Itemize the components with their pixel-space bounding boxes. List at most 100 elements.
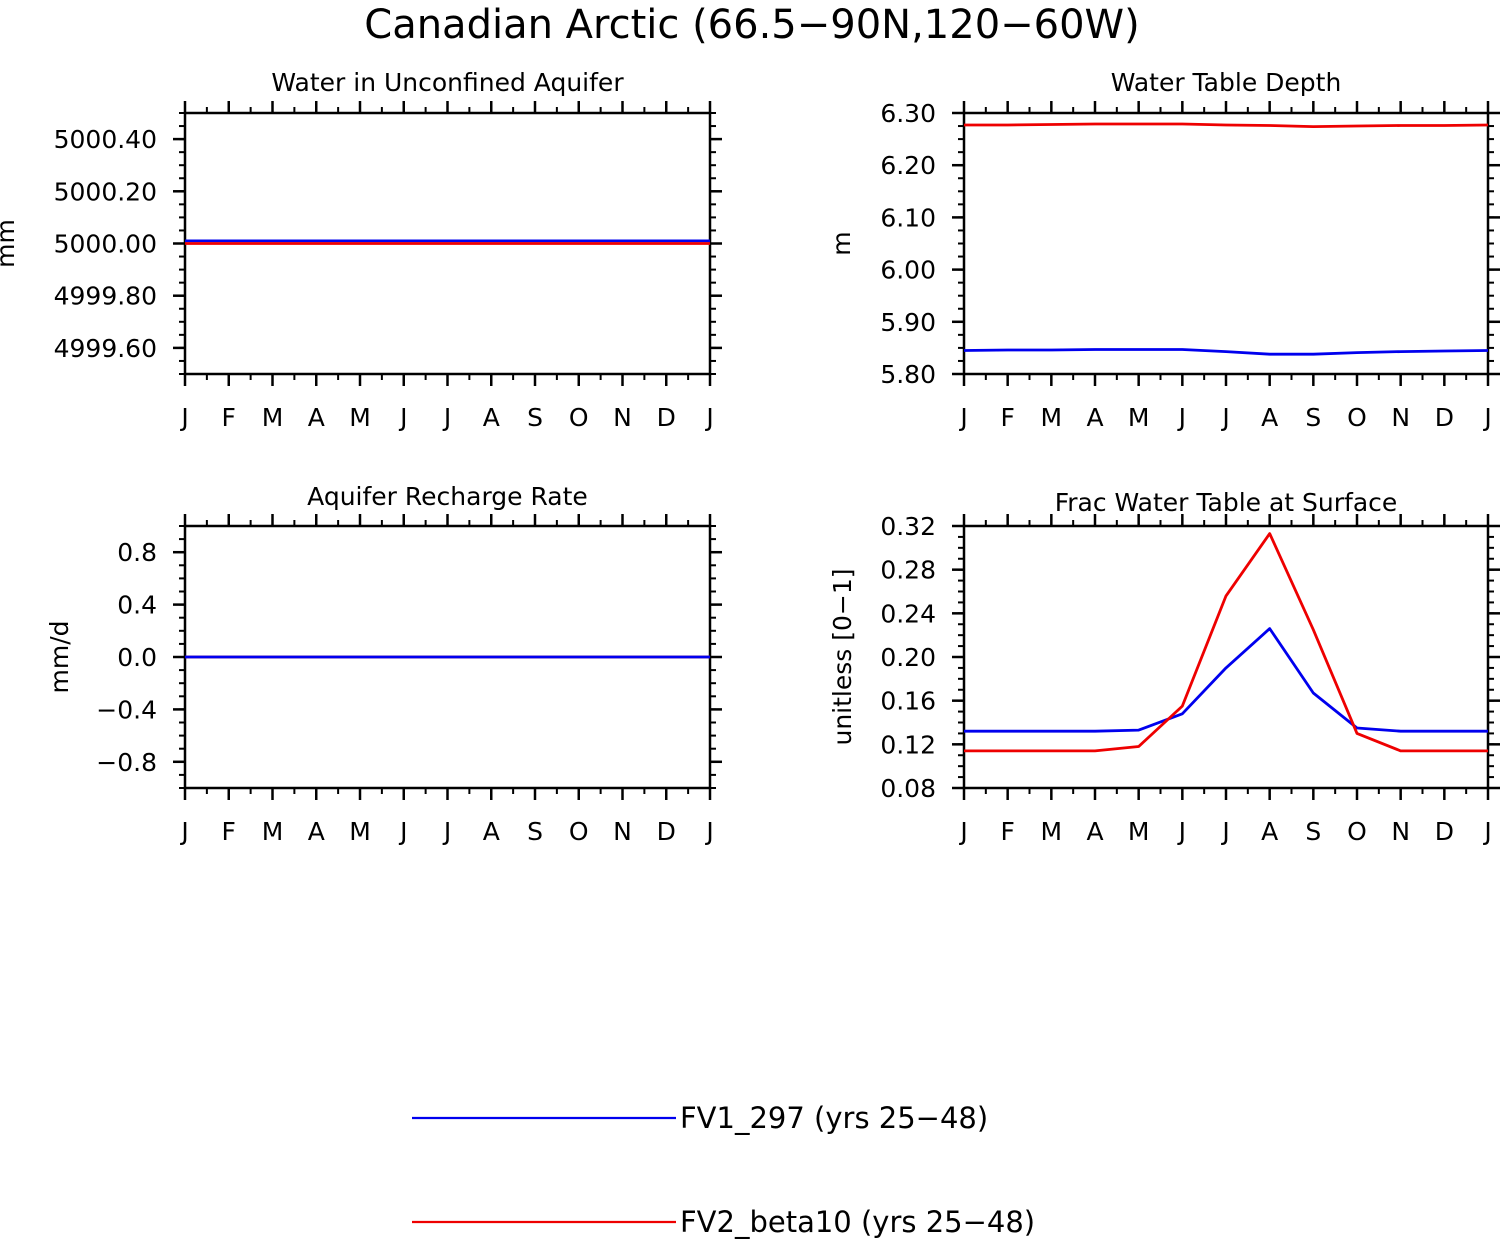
x-tick-label: S xyxy=(1305,403,1321,432)
legend: FV1_297 (yrs 25−48) FV2_beta10 (yrs 25−48… xyxy=(412,1101,1035,1239)
y-tick-label: 0.32 xyxy=(880,512,936,541)
y-tick-label: 0.0 xyxy=(117,643,157,672)
x-tick-label: S xyxy=(527,817,543,846)
x-tick-label: J xyxy=(704,403,713,432)
x-tick-label: J xyxy=(704,817,713,846)
x-tick-label: J xyxy=(179,403,188,432)
x-tick-label: A xyxy=(308,403,325,432)
x-tick-label: J xyxy=(442,403,451,432)
y-tick-label: −0.4 xyxy=(96,695,157,724)
y-axis-label: mm xyxy=(0,219,20,268)
series-line-fv1-297 xyxy=(963,348,1489,356)
y-tick-label: 5000.20 xyxy=(54,177,157,206)
series-line-fv1-297 xyxy=(964,627,1488,733)
x-tick-label: A xyxy=(308,817,325,846)
panel-title: Water Table Depth xyxy=(1111,68,1342,97)
x-tick-label: O xyxy=(569,817,589,846)
x-tick-label: J xyxy=(1220,403,1229,432)
x-tick-label: M xyxy=(1041,403,1063,432)
x-tick-label: M xyxy=(262,817,284,846)
panel-water-aquifer: J F M A M J J A S O N D J4999.604999.805000.005000.2… xyxy=(0,68,722,432)
plot-frame xyxy=(962,111,1490,376)
panel-title: Frac Water Table at Surface xyxy=(1055,488,1398,517)
x-tick-label: A xyxy=(483,817,500,846)
legend-label: FV1_297 (yrs 25−48) xyxy=(680,1101,988,1135)
y-tick-label: 6.20 xyxy=(880,151,936,180)
x-tick-label: M xyxy=(262,403,284,432)
x-tick-label: J xyxy=(398,403,407,432)
y-tick-label: 5000.40 xyxy=(54,125,157,154)
y-tick-label: 5.80 xyxy=(880,360,936,389)
x-tick-label: F xyxy=(1000,817,1014,846)
y-tick-label: 6.30 xyxy=(880,99,936,128)
y-tick-label: 0.12 xyxy=(880,730,936,759)
y-tick-label: 5000.00 xyxy=(54,230,157,259)
x-tick-label: A xyxy=(483,403,500,432)
y-tick-label: 0.4 xyxy=(117,591,157,620)
x-tick-label: F xyxy=(1000,403,1014,432)
y-tick-label: 6.00 xyxy=(880,256,936,285)
y-tick-label: 0.08 xyxy=(880,774,936,803)
x-tick-label: J xyxy=(179,817,188,846)
y-tick-label: 4999.80 xyxy=(54,282,157,311)
figure-title: Canadian Arctic (66.5−90N,120−60W) xyxy=(364,2,1139,48)
x-tick-label: J xyxy=(1220,817,1229,846)
x-tick-label: M xyxy=(349,403,371,432)
series-line-fv2-beta10 xyxy=(964,532,1488,753)
x-tick-label: A xyxy=(1086,817,1103,846)
x-tick-label: M xyxy=(1041,817,1063,846)
x-tick-label: N xyxy=(613,817,632,846)
x-tick-label: J xyxy=(958,403,967,432)
x-tick-label: D xyxy=(657,403,676,432)
x-tick-label: O xyxy=(569,403,589,432)
y-tick-label: 6.10 xyxy=(880,203,936,232)
x-tick-label: S xyxy=(527,403,543,432)
x-tick-label: A xyxy=(1086,403,1103,432)
x-tick-label: A xyxy=(1261,403,1278,432)
y-tick-label: −0.8 xyxy=(96,748,157,777)
x-tick-label: O xyxy=(1347,817,1367,846)
y-tick-label: 0.8 xyxy=(117,538,157,567)
x-tick-label: F xyxy=(222,817,236,846)
x-tick-label: A xyxy=(1261,817,1278,846)
y-tick-label: 4999.60 xyxy=(54,334,157,363)
legend-item-fv1-297: FV1_297 (yrs 25−48) xyxy=(412,1101,988,1135)
legend-item-fv2-beta10: FV2_beta10 (yrs 25−48) xyxy=(412,1205,1035,1239)
y-tick-label: 0.24 xyxy=(880,599,936,628)
x-tick-label: N xyxy=(613,403,632,432)
x-tick-label: S xyxy=(1305,817,1321,846)
x-tick-label: M xyxy=(1128,403,1150,432)
x-tick-label: J xyxy=(1482,817,1491,846)
x-tick-label: M xyxy=(1128,817,1150,846)
x-tick-label: N xyxy=(1391,403,1410,432)
panel-water-table-depth: J F M A M J J A S O N D J5.805.906.006.106.206.30Wat… xyxy=(827,68,1500,432)
legend-label: FV2_beta10 (yrs 25−48) xyxy=(680,1205,1035,1239)
x-tick-label: D xyxy=(1435,817,1454,846)
x-tick-label: D xyxy=(657,817,676,846)
x-tick-label: J xyxy=(1177,403,1186,432)
x-tick-label: J xyxy=(958,817,967,846)
x-tick-label: J xyxy=(1177,817,1186,846)
panel-title: Water in Unconfined Aquifer xyxy=(271,68,624,97)
x-tick-label: J xyxy=(398,817,407,846)
panels: J F M A M J J A S O N D J4999.604999.805000.005000.2… xyxy=(0,68,1500,846)
y-axis-label: mm/d xyxy=(45,621,74,694)
x-tick-label: F xyxy=(222,403,236,432)
y-axis-label: unitless [0−1] xyxy=(828,568,857,745)
x-tick-label: M xyxy=(349,817,371,846)
plot-frame xyxy=(962,524,1490,790)
x-tick-label: O xyxy=(1347,403,1367,432)
y-tick-label: 0.16 xyxy=(880,687,936,716)
panel-title: Aquifer Recharge Rate xyxy=(307,482,588,511)
panel-frac-water-table: J F M A M J J A S O N D J0.080.120.160.200.240.280.3… xyxy=(828,488,1500,846)
x-tick-label: J xyxy=(442,817,451,846)
y-axis-label: m xyxy=(827,231,856,255)
series-line-fv2-beta10 xyxy=(964,122,1489,128)
x-tick-label: J xyxy=(1482,403,1491,432)
y-tick-label: 5.90 xyxy=(880,308,936,337)
y-tick-label: 0.28 xyxy=(880,556,936,585)
y-tick-label: 0.20 xyxy=(880,643,936,672)
x-tick-label: D xyxy=(1435,403,1454,432)
